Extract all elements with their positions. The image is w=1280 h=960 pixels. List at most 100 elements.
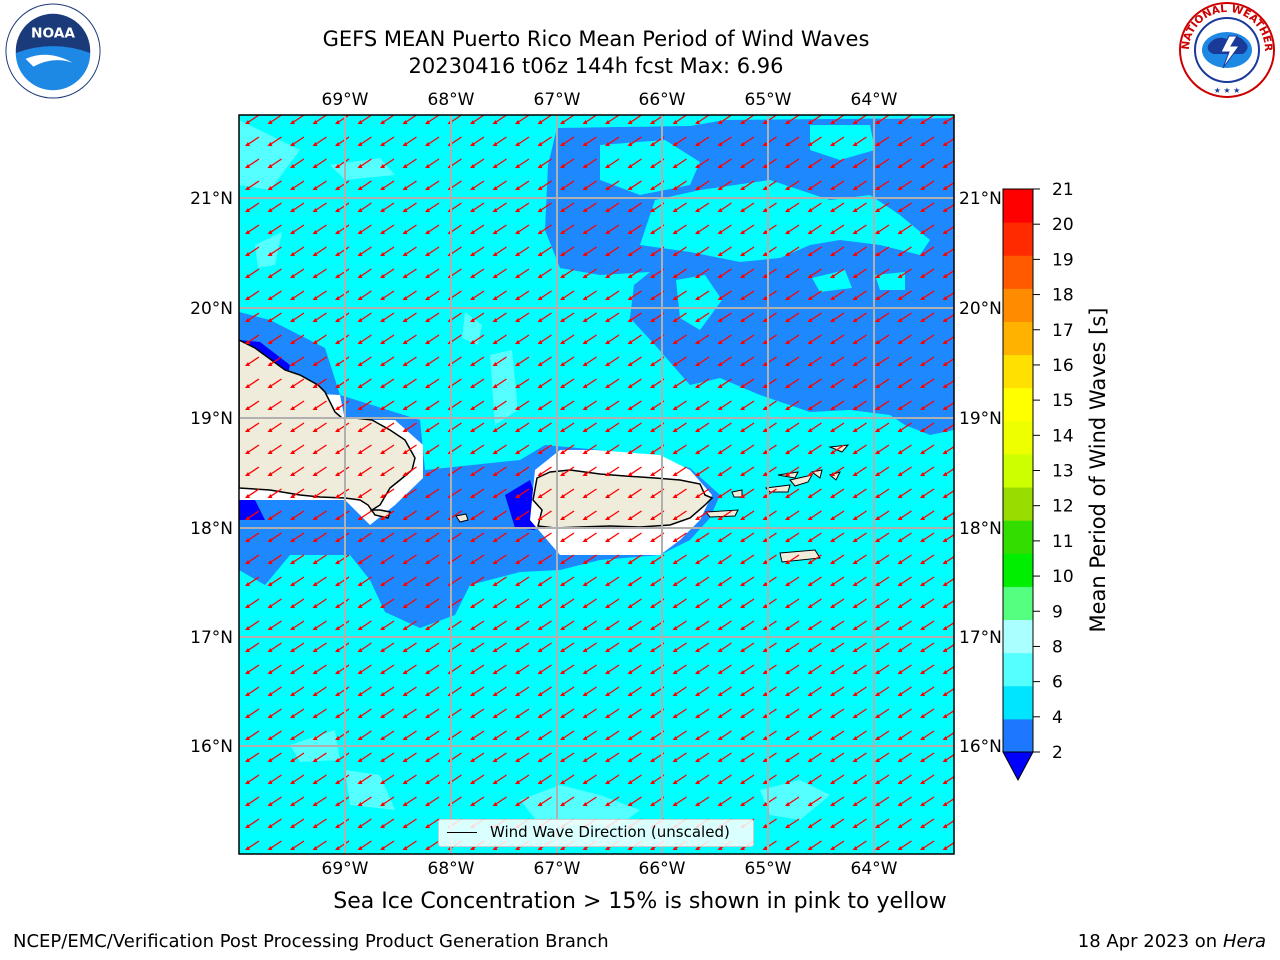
wind-arrow bbox=[629, 136, 642, 146]
wind-arrow-head bbox=[357, 472, 363, 476]
wind-arrow bbox=[786, 664, 800, 674]
wind-arrow-head bbox=[582, 626, 588, 630]
wind-arrow bbox=[291, 774, 305, 784]
wind-arrow-head bbox=[920, 780, 925, 784]
wind-arrow-head bbox=[875, 692, 880, 696]
wind-arrow bbox=[696, 796, 710, 806]
wind-arrow bbox=[741, 334, 755, 344]
wind-arrow bbox=[314, 466, 327, 476]
wind-arrow bbox=[719, 356, 732, 366]
wind-arrow bbox=[674, 488, 687, 498]
wind-arrow bbox=[404, 136, 417, 146]
wind-arrow bbox=[696, 356, 710, 366]
wind-arrow-head bbox=[627, 274, 633, 278]
chart-title: GEFS MEAN Puerto Rico Mean Period of Win… bbox=[322, 27, 870, 51]
wind-arrow-head bbox=[425, 824, 430, 828]
wind-arrow bbox=[314, 664, 327, 674]
wind-arrow-head bbox=[762, 362, 768, 366]
wind-arrow bbox=[584, 158, 597, 168]
wind-arrow-head bbox=[245, 120, 250, 124]
wind-arrow bbox=[629, 642, 642, 652]
wind-arrow-head bbox=[650, 648, 655, 652]
wind-arrow-head bbox=[830, 604, 835, 608]
wind-arrow-head bbox=[267, 472, 273, 476]
wind-arrow-head bbox=[357, 670, 363, 674]
wind-arrow-head bbox=[942, 450, 948, 454]
wind-arrow bbox=[269, 554, 282, 564]
wind-arrow-head bbox=[380, 120, 385, 124]
wind-arrow bbox=[539, 246, 552, 256]
wind-arrow bbox=[944, 797, 954, 806]
wind-arrow-head bbox=[807, 208, 813, 212]
wind-arrow bbox=[809, 774, 822, 784]
lat-label: 20°N bbox=[959, 299, 1002, 319]
wind-arrow-head bbox=[897, 406, 903, 410]
wind-arrow-head bbox=[695, 780, 700, 784]
wind-arrow bbox=[921, 115, 935, 124]
wind-arrow bbox=[629, 554, 642, 564]
wind-arrow-head bbox=[312, 714, 318, 718]
wind-arrow-head bbox=[830, 780, 835, 784]
wind-arrow-head bbox=[312, 538, 318, 542]
wind-arrow-head bbox=[942, 648, 948, 652]
wind-arrow bbox=[944, 401, 954, 410]
wind-arrow-head bbox=[245, 362, 250, 366]
wind-arrow-head bbox=[245, 450, 250, 454]
wind-arrow-head bbox=[470, 318, 475, 322]
wind-arrow-head bbox=[470, 252, 475, 256]
wind-arrow bbox=[426, 334, 440, 344]
wind-arrow bbox=[831, 576, 845, 586]
wind-arrow bbox=[899, 818, 912, 828]
wind-arrow bbox=[921, 466, 935, 476]
wind-arrow-head bbox=[470, 846, 475, 850]
wind-arrow-head bbox=[245, 714, 250, 718]
wind-arrow bbox=[561, 466, 575, 476]
wind-arrow bbox=[314, 598, 327, 608]
wind-arrow bbox=[764, 532, 777, 542]
wind-arrow-head bbox=[245, 780, 250, 784]
wind-arrow bbox=[629, 686, 642, 696]
wind-arrow bbox=[876, 686, 890, 696]
lon-label: 69°W bbox=[322, 859, 369, 879]
wind-arrow-head bbox=[875, 516, 880, 520]
wind-arrow-head bbox=[335, 648, 340, 652]
wind-arrow bbox=[359, 818, 372, 828]
wind-arrow bbox=[741, 246, 755, 256]
wind-arrow bbox=[696, 115, 710, 124]
wind-arrow-head bbox=[402, 208, 408, 212]
wind-arrow bbox=[584, 202, 597, 212]
wind-arrow-head bbox=[942, 714, 948, 718]
wind-arrow-head bbox=[672, 758, 678, 762]
wind-arrow-head bbox=[380, 252, 385, 256]
wind-arrow-head bbox=[582, 670, 588, 674]
wind-arrow bbox=[876, 576, 890, 586]
wind-arrow-head bbox=[672, 714, 678, 718]
wind-arrow bbox=[381, 312, 395, 322]
wind-arrow-head bbox=[605, 758, 610, 762]
wind-arrow bbox=[381, 444, 395, 454]
wind-arrow-head bbox=[245, 538, 250, 542]
wind-arrow bbox=[606, 158, 620, 168]
wind-arrow-head bbox=[740, 538, 745, 542]
wind-arrow bbox=[336, 708, 350, 718]
wind-arrow bbox=[494, 180, 507, 190]
wind-arrow bbox=[786, 554, 800, 564]
wind-arrow bbox=[516, 158, 530, 168]
wind-arrow bbox=[831, 136, 845, 146]
wind-arrow bbox=[854, 752, 867, 762]
wind-arrow-head bbox=[492, 230, 498, 234]
wind-arrow-head bbox=[717, 120, 723, 124]
wind-arrow-head bbox=[920, 692, 925, 696]
wind-arrow bbox=[809, 510, 822, 520]
wind-arrow-head bbox=[785, 120, 790, 124]
wind-arrow-head bbox=[852, 296, 858, 300]
wind-arrow-head bbox=[897, 186, 903, 190]
wind-arrow bbox=[359, 180, 372, 190]
wind-arrow-head bbox=[425, 780, 430, 784]
wind-arrow-head bbox=[515, 296, 520, 300]
wind-arrow-head bbox=[830, 582, 835, 586]
wind-arrow-head bbox=[425, 142, 430, 146]
wind-arrow bbox=[786, 796, 800, 806]
wind-arrow-head bbox=[560, 516, 565, 520]
wind-arrow-head bbox=[537, 516, 543, 520]
